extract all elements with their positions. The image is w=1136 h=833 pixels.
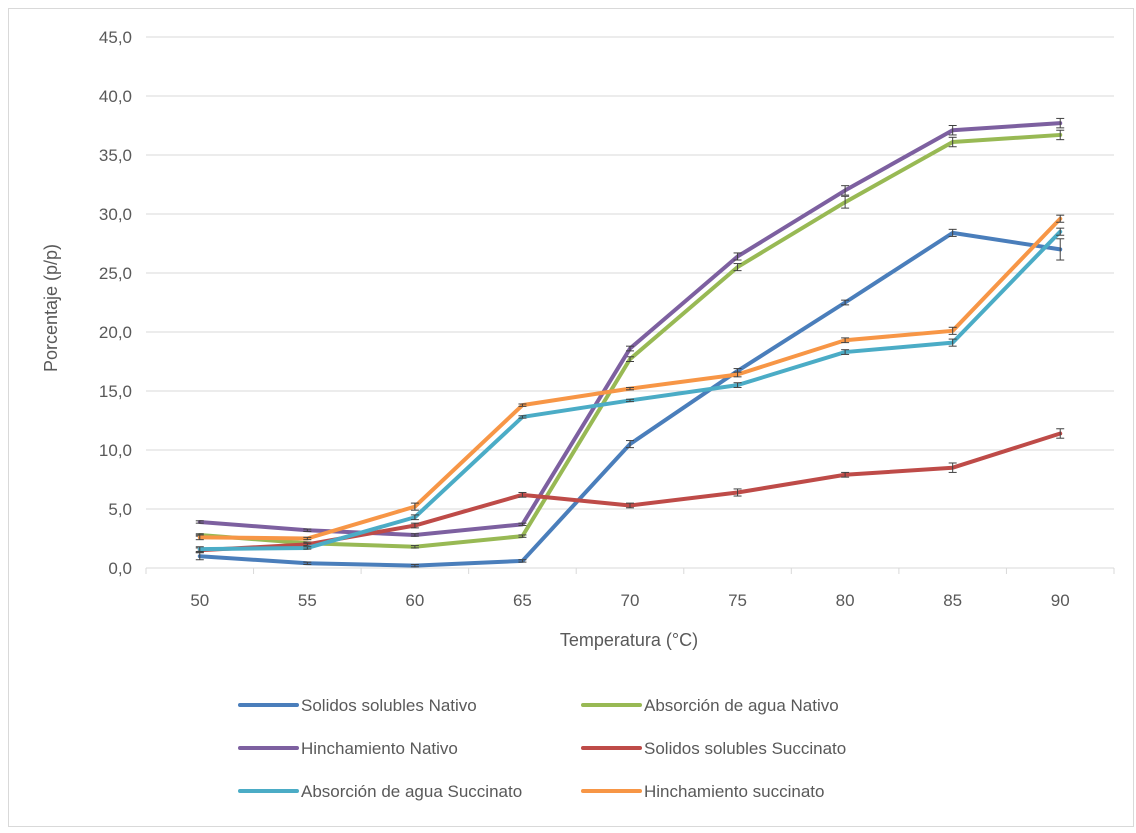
error-bar	[626, 386, 634, 391]
series-line	[197, 132, 1063, 549]
line-chart: 0,0 5,0 10,0 15,0 20,0 25,0 30,0 35,0 40,0 45,0 5…	[41, 28, 1115, 801]
error-bar	[948, 228, 957, 237]
error-bar	[1056, 238, 1065, 261]
y-tick-label: 30,0	[99, 205, 132, 224]
error-bar	[1056, 129, 1065, 141]
legend-label: Hinchamiento succinato	[644, 782, 824, 801]
error-bar	[303, 546, 312, 550]
x-tick-label: 70	[621, 591, 640, 610]
y-tick-label: 40,0	[99, 87, 132, 106]
y-tick-label: 45,0	[99, 28, 132, 47]
legend-label: Solidos solubles Succinato	[644, 739, 846, 758]
error-bar	[518, 534, 527, 538]
error-bar	[410, 502, 419, 511]
legend-label: Absorción de agua Nativo	[644, 696, 839, 715]
error-bar	[626, 345, 634, 352]
x-axis-label: Temperatura (°C)	[560, 630, 698, 650]
legend-item: Solidos solubles Nativo	[238, 696, 477, 715]
error-bar	[733, 382, 742, 388]
y-axis-label: Porcentaje (p/p)	[41, 244, 61, 372]
y-tick-label: 15,0	[99, 382, 132, 401]
error-bar	[1056, 117, 1065, 129]
error-bar	[410, 545, 419, 549]
legend-label: Hinchamiento Nativo	[301, 739, 458, 758]
series-line	[197, 216, 1063, 541]
error-bar	[841, 471, 850, 478]
error-bar	[1056, 214, 1065, 223]
error-bar	[1056, 428, 1065, 439]
series-3	[195, 117, 1065, 537]
x-tick-label: 90	[1051, 591, 1070, 610]
series-lines	[195, 117, 1065, 568]
x-tick-label: 85	[943, 591, 962, 610]
error-bar	[303, 561, 312, 565]
legend-label: Absorción de agua Succinato	[301, 782, 522, 801]
chart-frame: 0,0 5,0 10,0 15,0 20,0 25,0 30,0 35,0 40,0 45,0 5…	[8, 8, 1134, 827]
series-6	[195, 214, 1065, 541]
error-bar	[410, 563, 419, 568]
y-tick-label: 35,0	[99, 146, 132, 165]
x-tick-label: 55	[298, 591, 317, 610]
y-tick-label: 25,0	[99, 264, 132, 283]
error-bar	[518, 559, 527, 563]
error-bar	[733, 488, 742, 497]
y-tick-label: 5,0	[108, 500, 132, 519]
error-bar	[518, 415, 527, 419]
error-bar	[518, 403, 527, 407]
error-bar	[841, 349, 850, 355]
series-2	[195, 129, 1065, 549]
error-bar	[948, 462, 957, 473]
error-bar	[948, 338, 957, 347]
error-bar	[948, 326, 957, 335]
legend: Solidos solubles Nativo Absorción de agua…	[238, 696, 846, 801]
error-bar	[195, 546, 204, 552]
x-tick-label: 75	[728, 591, 747, 610]
series-line	[197, 121, 1063, 537]
error-bar	[948, 136, 957, 148]
legend-label: Solidos solubles Nativo	[301, 696, 477, 715]
error-bar	[518, 522, 527, 527]
error-bar	[733, 252, 742, 261]
x-tick-label: 50	[190, 591, 209, 610]
legend-item: Absorción de agua Succinato	[238, 782, 522, 801]
error-bar	[841, 337, 850, 344]
error-bar	[410, 533, 419, 537]
x-axis-ticks: 50 55 60 65 70 75 80 85 90	[190, 591, 1069, 610]
error-bar	[410, 514, 419, 521]
error-bar	[1056, 227, 1065, 236]
error-bar	[410, 522, 419, 529]
series-5	[195, 227, 1065, 552]
error-bar	[733, 371, 742, 378]
error-bar	[303, 536, 312, 541]
error-bar	[626, 440, 634, 449]
y-tick-label: 0,0	[108, 559, 132, 578]
gridlines	[146, 36, 1114, 510]
series-1	[195, 228, 1065, 568]
error-bar	[948, 125, 957, 136]
error-bar	[195, 520, 204, 524]
x-axis	[145, 567, 1115, 574]
legend-item: Absorción de agua Nativo	[581, 696, 839, 715]
error-bar	[303, 528, 312, 532]
error-bar	[195, 534, 204, 541]
x-tick-label: 65	[513, 591, 532, 610]
x-tick-label: 60	[405, 591, 424, 610]
error-bar	[841, 195, 850, 209]
y-axis-ticks: 0,0 5,0 10,0 15,0 20,0 25,0 30,0 35,0 40,0 45,0	[99, 28, 132, 578]
error-bar	[518, 491, 527, 498]
legend-item: Solidos solubles Succinato	[581, 739, 846, 758]
y-tick-label: 20,0	[99, 323, 132, 342]
legend-item: Hinchamiento Nativo	[238, 739, 458, 758]
error-bar	[626, 356, 634, 362]
error-bar	[733, 263, 742, 272]
error-bar	[841, 299, 850, 306]
error-bar	[626, 398, 634, 403]
error-bar	[841, 185, 850, 196]
error-bar	[626, 502, 634, 509]
y-tick-label: 10,0	[99, 441, 132, 460]
x-tick-label: 80	[836, 591, 855, 610]
legend-item: Hinchamiento succinato	[581, 782, 824, 801]
